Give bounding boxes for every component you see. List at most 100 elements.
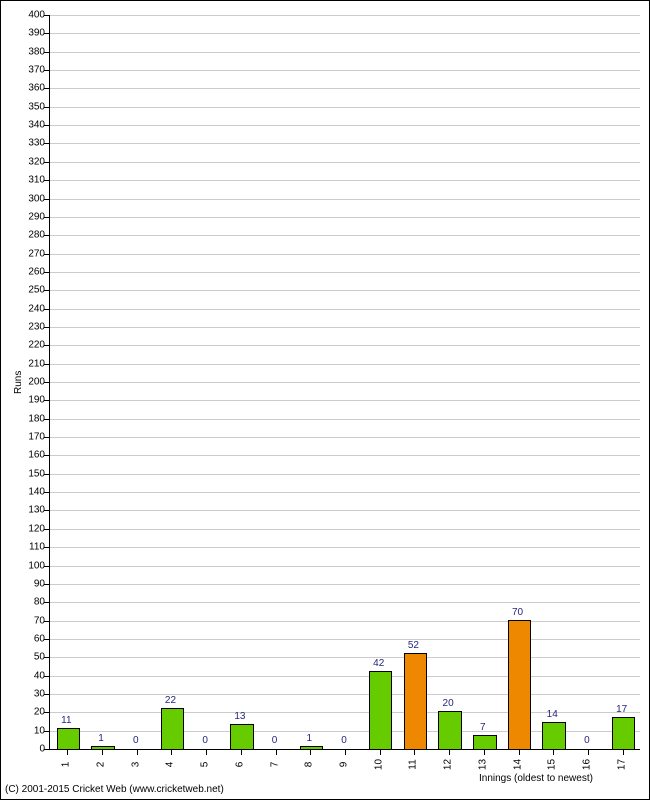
gridline xyxy=(50,547,640,548)
bar xyxy=(473,735,497,749)
y-tick-label: 10 xyxy=(34,725,45,736)
gridline xyxy=(50,492,640,493)
y-tick-label: 170 xyxy=(28,432,45,443)
gridline xyxy=(50,52,640,53)
y-tick-label: 130 xyxy=(28,505,45,516)
gridline xyxy=(50,107,640,108)
gridline xyxy=(50,657,640,658)
gridline xyxy=(50,162,640,163)
y-tick-label: 20 xyxy=(34,707,45,718)
gridline xyxy=(50,437,640,438)
gridline xyxy=(50,510,640,511)
x-tick-label: 2 xyxy=(96,762,107,768)
copyright-text: (C) 2001-2015 Cricket Web (www.cricketwe… xyxy=(5,784,224,795)
y-tick-label: 40 xyxy=(34,670,45,681)
y-tick-label: 80 xyxy=(34,597,45,608)
plot-area xyxy=(49,15,640,750)
gridline xyxy=(50,15,640,16)
x-tick xyxy=(380,749,381,755)
bar xyxy=(508,620,532,749)
y-tick-label: 350 xyxy=(28,101,45,112)
bar-value-label: 0 xyxy=(341,735,347,746)
gridline xyxy=(50,327,640,328)
y-tick-label: 330 xyxy=(28,138,45,149)
x-tick xyxy=(102,749,103,755)
y-tick-label: 290 xyxy=(28,211,45,222)
bar-value-label: 7 xyxy=(480,722,486,733)
gridline xyxy=(50,88,640,89)
bar-value-label: 0 xyxy=(202,735,208,746)
bar-value-label: 20 xyxy=(443,698,454,709)
bar-value-label: 1 xyxy=(307,733,313,744)
x-tick xyxy=(623,749,624,755)
y-tick-label: 390 xyxy=(28,28,45,39)
x-tick-label: 3 xyxy=(130,762,141,768)
bar xyxy=(161,708,185,749)
bar-value-label: 14 xyxy=(547,709,558,720)
gridline xyxy=(50,602,640,603)
y-tick-label: 210 xyxy=(28,358,45,369)
gridline xyxy=(50,400,640,401)
x-tick xyxy=(241,749,242,755)
gridline xyxy=(50,382,640,383)
gridline xyxy=(50,639,640,640)
chart-container: Runs Innings (oldest to newest) (C) 2001… xyxy=(0,0,650,800)
y-tick-label: 280 xyxy=(28,230,45,241)
bar xyxy=(300,746,324,749)
x-tick-label: 11 xyxy=(408,759,419,769)
x-tick-label: 7 xyxy=(269,762,280,768)
y-tick-label: 150 xyxy=(28,468,45,479)
y-tick-label: 300 xyxy=(28,193,45,204)
gridline xyxy=(50,235,640,236)
x-tick xyxy=(449,749,450,755)
bar-value-label: 13 xyxy=(234,711,245,722)
bar-value-label: 52 xyxy=(408,640,419,651)
bar xyxy=(57,728,81,749)
y-tick-label: 60 xyxy=(34,633,45,644)
gridline xyxy=(50,217,640,218)
bar xyxy=(91,746,115,749)
y-tick-label: 270 xyxy=(28,248,45,259)
y-axis-title: Runs xyxy=(13,371,24,394)
gridline xyxy=(50,621,640,622)
gridline xyxy=(50,676,640,677)
y-tick-label: 160 xyxy=(28,450,45,461)
y-tick-label: 0 xyxy=(39,744,45,755)
gridline xyxy=(50,345,640,346)
bar-value-label: 0 xyxy=(133,735,139,746)
x-tick-label: 6 xyxy=(234,762,245,768)
x-tick-label: 8 xyxy=(304,762,315,768)
x-tick xyxy=(171,749,172,755)
x-tick xyxy=(310,749,311,755)
x-tick xyxy=(206,749,207,755)
y-tick-label: 360 xyxy=(28,83,45,94)
y-tick-label: 260 xyxy=(28,266,45,277)
x-axis-title: Innings (oldest to newest) xyxy=(479,773,593,784)
y-tick-label: 320 xyxy=(28,156,45,167)
y-tick-label: 400 xyxy=(28,10,45,21)
gridline xyxy=(50,455,640,456)
bar-value-label: 0 xyxy=(584,735,590,746)
y-tick-label: 370 xyxy=(28,65,45,76)
y-tick-label: 220 xyxy=(28,340,45,351)
x-tick-label: 15 xyxy=(547,759,558,770)
bar xyxy=(612,717,636,749)
x-tick-label: 10 xyxy=(373,759,384,770)
x-tick-label: 1 xyxy=(61,762,72,768)
y-tick-label: 340 xyxy=(28,120,45,131)
x-tick-label: 14 xyxy=(512,759,523,770)
y-tick-label: 190 xyxy=(28,395,45,406)
gridline xyxy=(50,254,640,255)
y-tick-label: 30 xyxy=(34,688,45,699)
x-tick-label: 5 xyxy=(200,762,211,768)
gridline xyxy=(50,584,640,585)
gridline xyxy=(50,474,640,475)
bar-value-label: 0 xyxy=(272,735,278,746)
bar xyxy=(542,722,566,749)
y-tick-label: 250 xyxy=(28,285,45,296)
gridline xyxy=(50,70,640,71)
x-tick xyxy=(588,749,589,755)
gridline xyxy=(50,309,640,310)
y-tick-label: 120 xyxy=(28,523,45,534)
x-tick xyxy=(414,749,415,755)
